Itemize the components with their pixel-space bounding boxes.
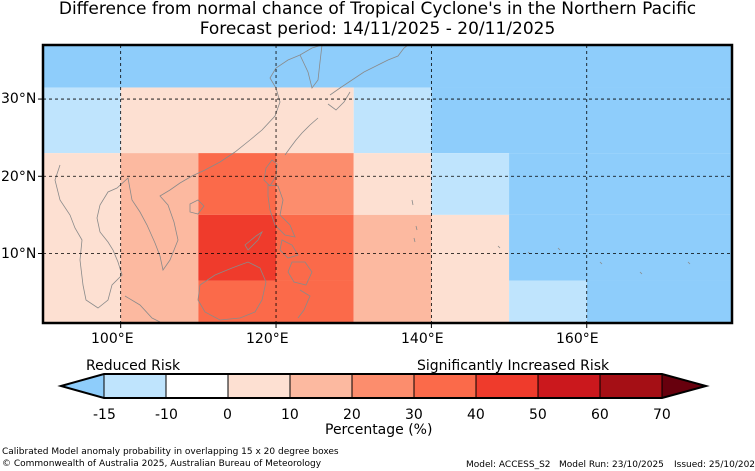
anomaly-cell: [198, 214, 277, 281]
colorbar-swatch: [475, 373, 539, 399]
mindanao-coast: [287, 261, 313, 286]
anomaly-cell: [353, 153, 432, 215]
reduced-risk-label: Reduced Risk: [86, 358, 181, 374]
japan-coast: [329, 44, 409, 96]
colorbar-swatch: [351, 373, 415, 399]
anomaly-cell: [198, 153, 277, 215]
cbar-tick-label: 50: [529, 407, 547, 423]
colorbar-swatch: [413, 373, 477, 399]
colorbar-extend-max: [661, 373, 708, 399]
anomaly-cell: [509, 153, 732, 215]
anomaly-cell: [431, 214, 510, 323]
anomaly-cell: [43, 153, 121, 323]
chart-title-line1: Difference from normal chance of Tropica…: [58, 0, 697, 19]
anomaly-cell: [276, 153, 354, 215]
korea-coast: [299, 44, 323, 89]
map-frame: [41, 43, 734, 325]
palawan-coast: [244, 230, 264, 251]
anomaly-cell: [120, 153, 199, 323]
anomaly-cell: [353, 214, 432, 323]
anomaly-cell: [586, 280, 732, 323]
cbar-tick-label: 10: [281, 407, 299, 423]
colorbar-axis-label: Percentage (%): [325, 422, 433, 438]
visayas-coast: [279, 239, 299, 259]
anomaly-cell: [353, 87, 432, 154]
anomaly-cell: [43, 87, 121, 154]
sulawesi-coast: [297, 289, 311, 319]
japan-coast-south: [327, 91, 351, 111]
colorbar-swatch: [537, 373, 601, 399]
cbar-tick-label: 40: [467, 407, 485, 423]
cbar-tick-label: -15: [93, 407, 116, 423]
colorbar-swatch: [103, 373, 167, 399]
anomaly-cell: [509, 280, 587, 323]
mainland-coast: [54, 44, 323, 309]
axis-ticks: [38, 98, 588, 328]
lon-label-100e: 100°E: [91, 331, 134, 347]
colorbar-outline: [57, 373, 710, 399]
ryukyu-islands: [284, 117, 319, 156]
anomaly-cell: [431, 153, 510, 215]
lon-label-120e: 120°E: [246, 331, 289, 347]
footer-issued: Issued: 25/10/2025: [674, 460, 755, 470]
lat-label-30n: 30°N: [1, 91, 37, 107]
coastline: [54, 44, 691, 323]
cbar-tick-label: 0: [223, 407, 232, 423]
anomaly-cell: [276, 214, 354, 281]
pacific-atolls: [497, 245, 691, 275]
lon-label-140e: 140°E: [401, 331, 444, 347]
cbar-tick-label: 60: [591, 407, 609, 423]
borneo-coast: [197, 261, 267, 321]
hainan-coast: [189, 199, 205, 215]
colorbar: [57, 373, 710, 399]
anomaly-cell: [120, 87, 354, 154]
cbar-tick-label: 30: [405, 407, 423, 423]
sumatra-coast: [124, 295, 161, 323]
lon-label-160e: 160°E: [556, 331, 599, 347]
taiwan-coast: [263, 159, 278, 187]
luzon-coast: [267, 184, 296, 238]
marianas-islands: [411, 199, 418, 243]
cbar-tick-label: 20: [343, 407, 361, 423]
cbar-tick-label: 70: [653, 407, 671, 423]
lat-label-20n: 20°N: [1, 169, 37, 185]
colorbar-swatch: [289, 373, 353, 399]
anomaly-cell: [431, 87, 732, 154]
footer-copyright: © Commonwealth of Australia 2025, Austra…: [2, 459, 322, 469]
colorbar-swatch: [599, 373, 663, 399]
footer-model-run: Model Run: 23/10/2025: [559, 460, 664, 470]
footer-model: Model: ACCESS_S2: [466, 460, 551, 470]
colorbar-swatch: [227, 373, 291, 399]
cbar-tick-label: -10: [155, 407, 178, 423]
anomaly-cells: [43, 45, 732, 323]
anomaly-cell: [43, 45, 732, 88]
lat-label-10n: 10°N: [1, 246, 37, 262]
anomaly-cell: [509, 214, 732, 281]
graticule: [43, 45, 732, 323]
colorbar-swatch: [165, 373, 229, 399]
footer-description: Calibrated Model anomaly probability in …: [2, 447, 339, 457]
increased-risk-label: Significantly Increased Risk: [417, 358, 610, 374]
colorbar-extend-min: [59, 373, 105, 399]
chart-title-line2: Forecast period: 14/11/2025 - 20/11/2025: [199, 19, 556, 39]
